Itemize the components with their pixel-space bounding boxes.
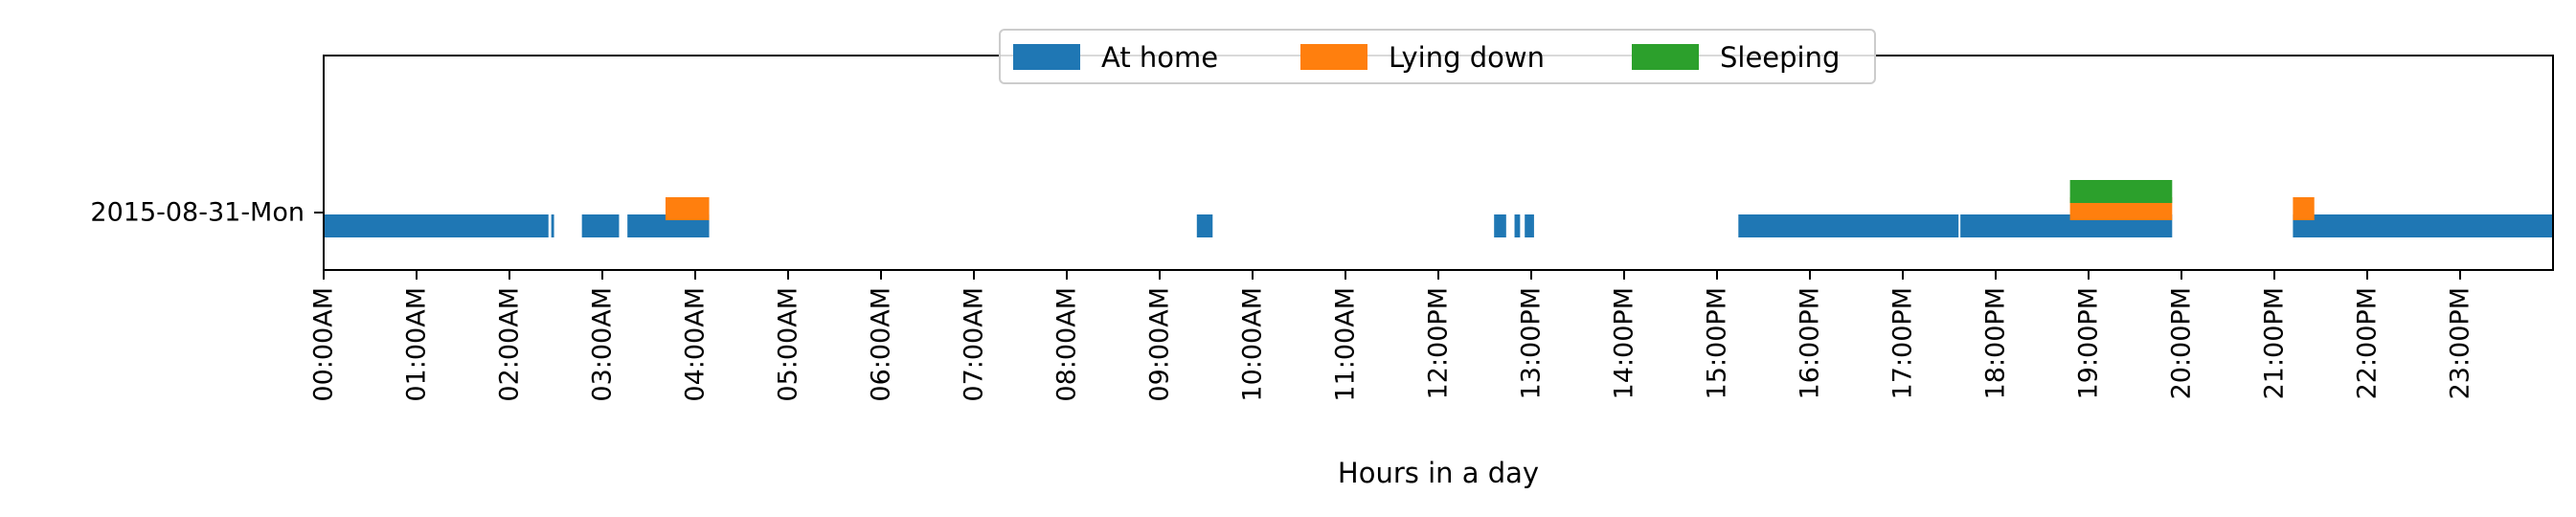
x-tick-label-18: 18:00PM (1981, 287, 2011, 399)
x-tick-label-15: 15:00PM (1703, 287, 1732, 399)
legend: At home Lying down Sleeping (999, 29, 1876, 84)
x-tick-label-1: 01:00AM (402, 287, 432, 402)
legend-label-sleeping: Sleeping (1720, 41, 1840, 74)
sleeping-bar-0 (2069, 180, 2173, 203)
x-tick-label-13: 13:00PM (1517, 287, 1547, 399)
x-tick-label-20: 20:00PM (2167, 287, 2197, 399)
x-tick-label-22: 22:00PM (2353, 287, 2383, 399)
x-tick-label-7: 07:00AM (960, 287, 989, 402)
x-tick-label-12: 12:00PM (1424, 287, 1454, 399)
x-tick-label-0: 00:00AM (309, 287, 339, 402)
x-tick-label-14: 14:00PM (1610, 287, 1639, 399)
lying-down-bar-0 (665, 197, 710, 220)
at-home-bar-10 (2293, 214, 2553, 237)
y-tick-label-0: 2015-08-31-Mon (90, 198, 305, 228)
x-tick-label-21: 21:00PM (2260, 287, 2290, 399)
legend-swatch-lying-down (1300, 44, 1367, 70)
x-tick-label-16: 16:00PM (1796, 287, 1825, 399)
x-tick-label-17: 17:00PM (1888, 287, 1918, 399)
at-home-bar-8 (1738, 214, 1959, 237)
at-home-bar-0 (324, 214, 549, 237)
legend-swatch-sleeping (1632, 44, 1699, 70)
at-home-bar-6 (1514, 214, 1521, 237)
legend-label-lying-down: Lying down (1389, 41, 1545, 74)
legend-swatch-at-home (1013, 44, 1080, 70)
legend-label-at-home: At home (1101, 41, 1218, 74)
x-tick-label-8: 08:00AM (1052, 287, 1082, 402)
x-axis-label: Hours in a day (1338, 457, 1539, 489)
x-tick-label-10: 10:00AM (1238, 287, 1268, 402)
at-home-bar-4 (1196, 214, 1213, 237)
x-tick-label-3: 03:00AM (588, 287, 618, 402)
x-tick-label-19: 19:00PM (2074, 287, 2104, 399)
at-home-bar-1 (551, 214, 554, 237)
y-axis: 2015-08-31-Mon (90, 198, 324, 228)
at-home-bar-2 (581, 214, 620, 237)
at-home-bar-7 (1525, 214, 1534, 237)
at-home-bar-5 (1494, 214, 1506, 237)
x-tick-label-23: 23:00PM (2446, 287, 2475, 399)
lying-down-bar-2 (2293, 197, 2315, 220)
x-axis: 00:00AM 01:00AM 02:00AM 03:00AM 04:00AM 05:00… (309, 270, 2475, 402)
x-tick-label-4: 04:00AM (681, 287, 711, 402)
x-tick-label-6: 06:00AM (867, 287, 896, 402)
x-tick-label-2: 02:00AM (495, 287, 525, 402)
x-tick-label-11: 11:00AM (1331, 287, 1361, 402)
x-tick-label-5: 05:00AM (774, 287, 803, 402)
interval-bars (324, 180, 2553, 237)
x-tick-label-9: 09:00AM (1145, 287, 1175, 402)
